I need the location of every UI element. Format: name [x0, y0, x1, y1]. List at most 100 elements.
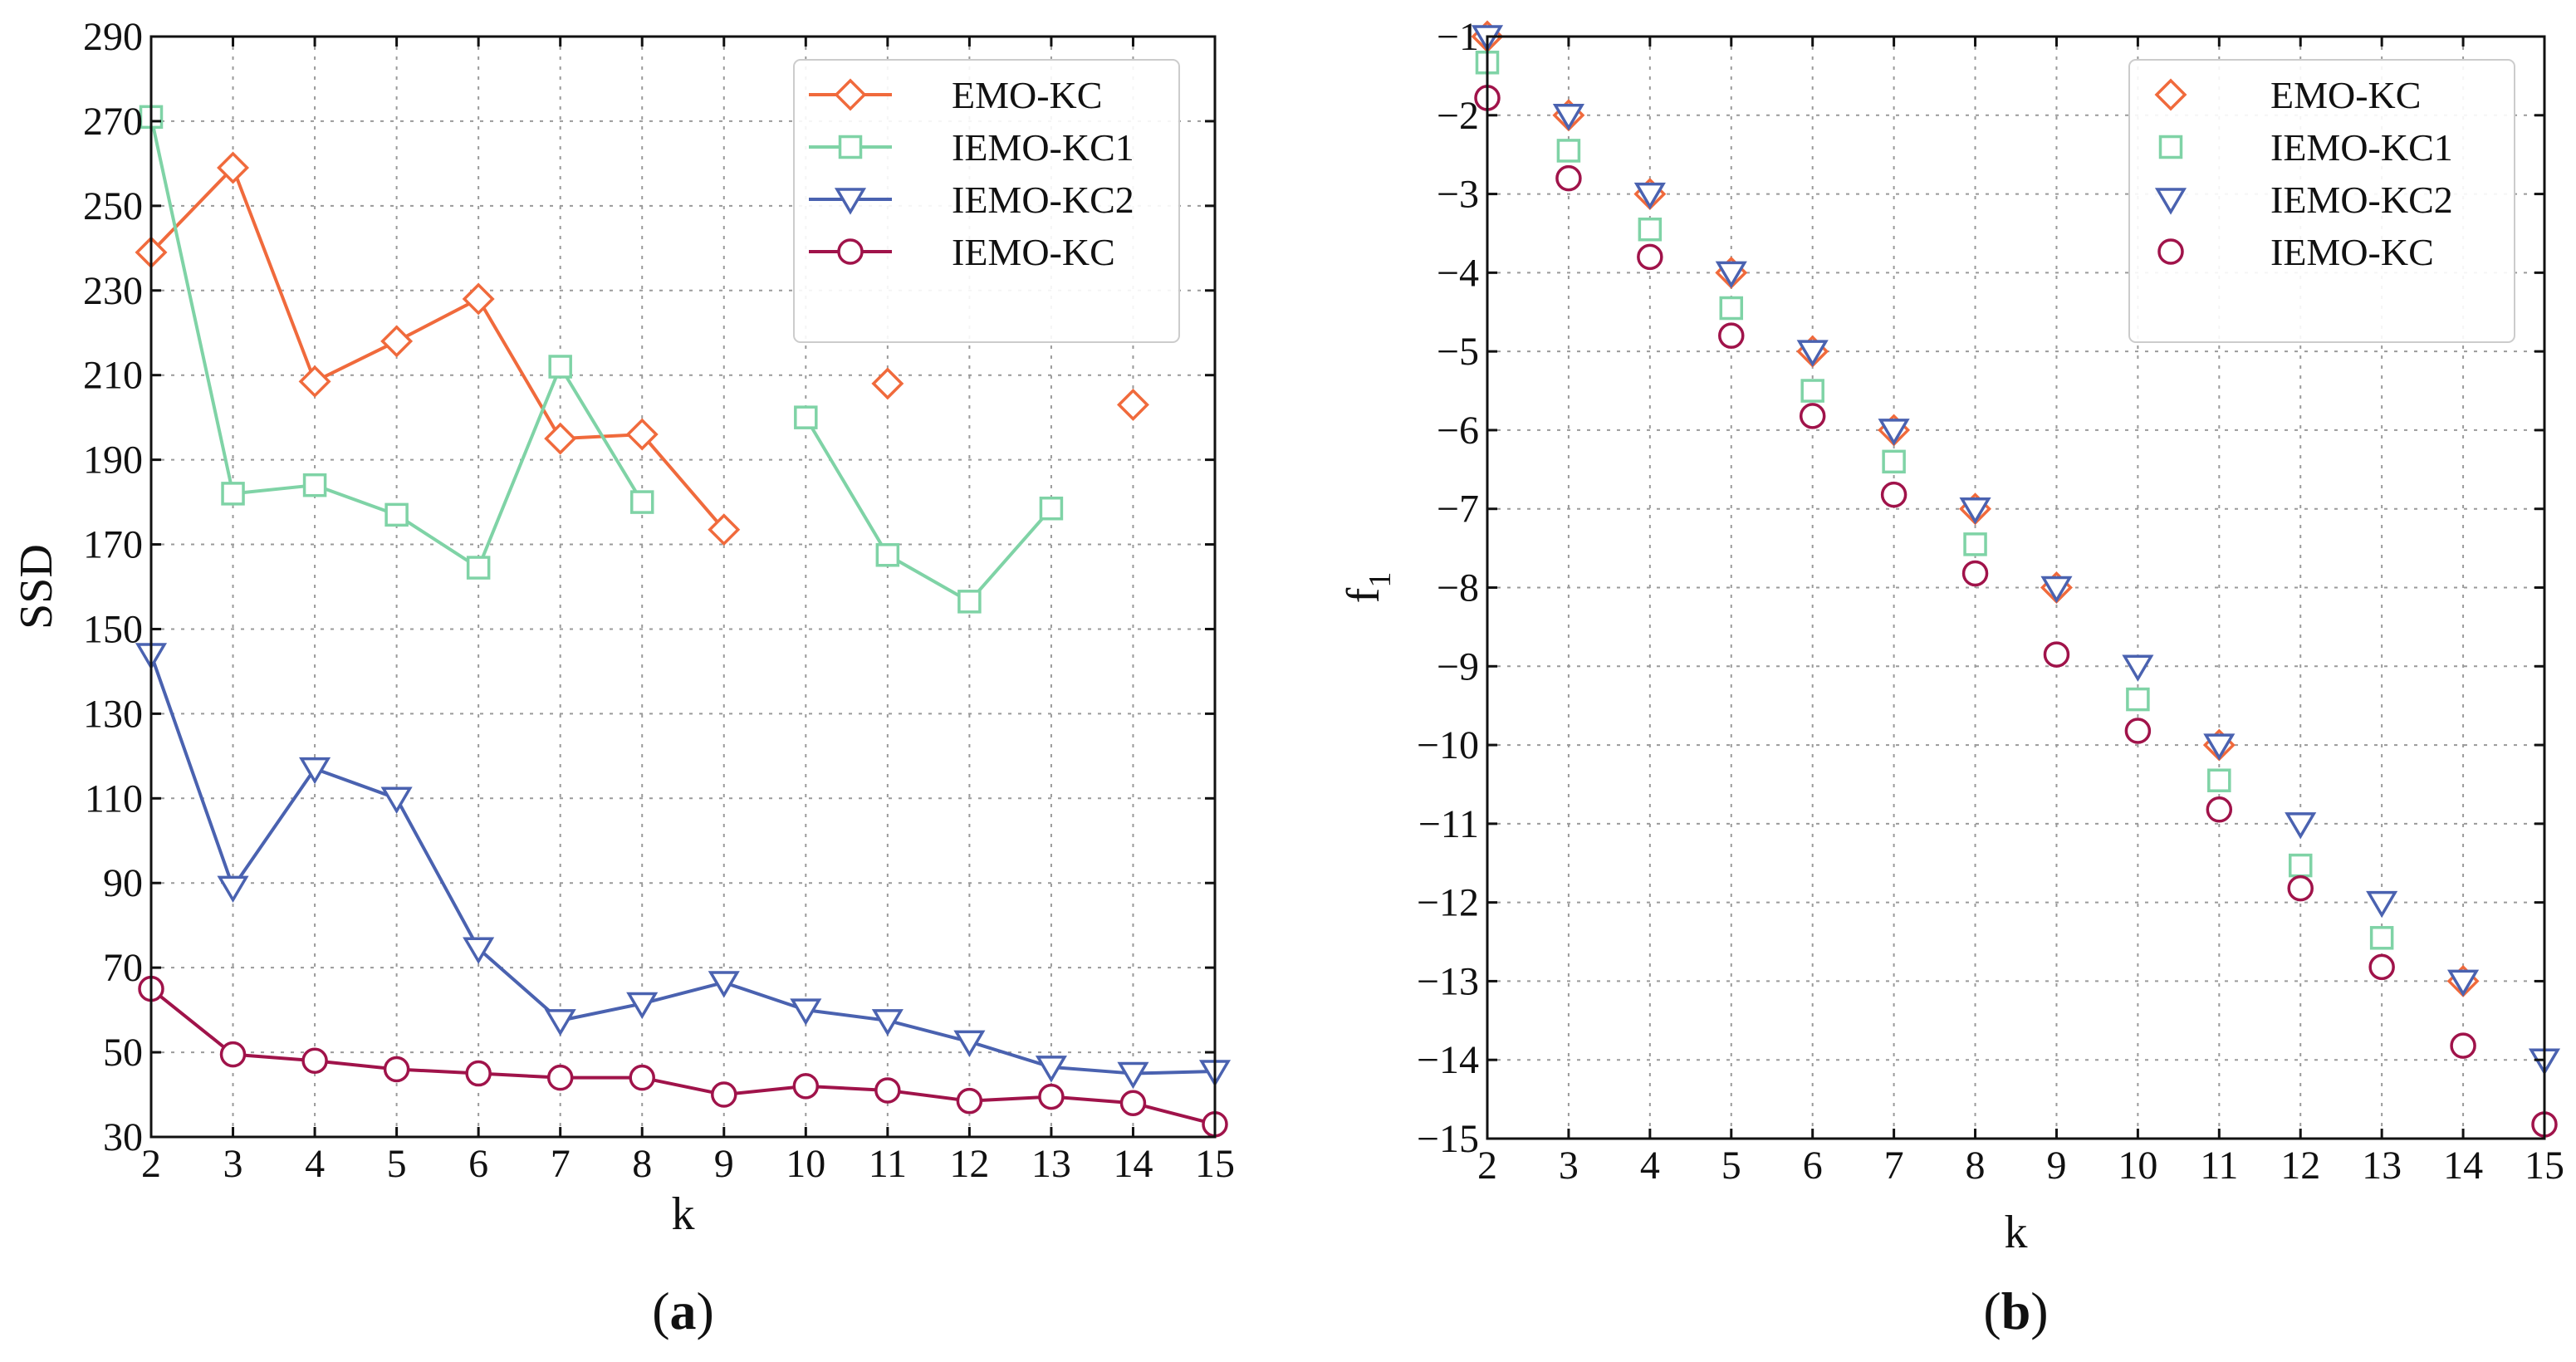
y-tick-label: −1: [1437, 15, 1479, 59]
y-tick-label: 210: [83, 354, 143, 398]
x-tick-label: 11: [869, 1142, 907, 1186]
data-point: [2122, 654, 2154, 682]
x-tick-label: 13: [1031, 1142, 1071, 1186]
data-point: [1116, 388, 1149, 421]
y-tick-label: 130: [83, 692, 143, 736]
x-tick-label: 3: [223, 1142, 243, 1186]
data-point: [2450, 1032, 2476, 1059]
x-tick-label: 5: [387, 1142, 407, 1186]
data-point: [219, 1041, 247, 1068]
y-tick-label: −5: [1437, 330, 1479, 374]
panel-b-xlabel: k: [2005, 1207, 2028, 1258]
x-tick-label: 10: [786, 1142, 825, 1186]
data-point: [1119, 1090, 1147, 1116]
panel-a-frame: [149, 35, 1217, 1139]
x-tick-label: 6: [468, 1142, 488, 1186]
data-point: [1039, 496, 1064, 521]
data-point: [2126, 687, 2150, 712]
y-tick-label: 230: [83, 269, 143, 313]
series-iemo-kc2: [1471, 25, 2561, 1075]
data-point: [1555, 164, 1582, 192]
y-tick-label: −10: [1417, 723, 1479, 767]
data-point: [2369, 926, 2394, 950]
data-point: [380, 325, 414, 358]
data-point: [1718, 322, 1745, 349]
data-point: [544, 1009, 576, 1036]
legend-entry: EMO-KC: [809, 74, 1102, 116]
x-tick-label: 8: [1966, 1144, 1986, 1188]
data-point: [1799, 403, 1826, 429]
x-tick-label: 2: [1477, 1144, 1497, 1188]
data-point: [2287, 875, 2314, 902]
data-point: [299, 757, 331, 785]
legend-marker: [837, 238, 864, 265]
legend-box: [2128, 59, 2515, 343]
data-point: [629, 490, 654, 514]
data-point: [1556, 139, 1581, 163]
legend-marker: [838, 135, 863, 159]
data-point: [2040, 576, 2073, 604]
data-point: [217, 875, 249, 903]
x-tick-label: 15: [2525, 1144, 2564, 1188]
data-point: [792, 1073, 820, 1100]
y-tick-label: 250: [83, 184, 143, 228]
data-point: [1800, 379, 1824, 403]
data-point: [1963, 532, 1987, 556]
legend-label: EMO-KC: [2270, 74, 2421, 116]
x-tick-label: 7: [1884, 1144, 1904, 1188]
data-point: [2203, 733, 2236, 761]
x-tick-label: 13: [2362, 1144, 2402, 1188]
x-tick-label: 7: [551, 1142, 571, 1186]
data-point: [629, 1064, 655, 1091]
data-point: [463, 937, 495, 964]
data-point: [465, 1060, 492, 1087]
x-tick-label: 2: [141, 1142, 161, 1186]
y-tick-label: −4: [1437, 251, 1479, 295]
y-tick-label: −9: [1437, 644, 1479, 688]
panel-a: 2 3 4 5 6 7 8 9 10 11 12 13 14 15 30 50 70 90 110 130 150 170…: [11, 15, 1235, 1340]
legend-label: IEMO-KC2: [952, 179, 1134, 221]
data-point: [2285, 812, 2317, 840]
data-point: [711, 1081, 737, 1108]
legend-entry: IEMO-KC1: [809, 126, 1134, 169]
series-iemo-kc: [1474, 85, 2558, 1138]
panel-b-ylabel-main: f: [1338, 587, 1389, 603]
panel-b-legend: EMO-KC IEMO-KC1 IEMO-KC2 IEMO-KC: [2128, 59, 2515, 343]
y-tick-label: 50: [103, 1031, 143, 1075]
data-point: [1878, 419, 1910, 446]
legend-entry: IEMO-KC: [2157, 231, 2434, 273]
legend-marker: [2158, 135, 2183, 159]
y-tick-label: 150: [83, 607, 143, 651]
legend-entry: IEMO-KC: [809, 231, 1115, 273]
legend-label: IEMO-KC2: [2270, 179, 2453, 221]
x-tick-label: 4: [1640, 1144, 1660, 1188]
y-tick-label: −11: [1418, 802, 1479, 846]
y-tick-label: −12: [1417, 881, 1479, 925]
y-tick-label: −2: [1437, 94, 1479, 138]
y-tick-label: −13: [1417, 959, 1479, 1003]
legend-label: IEMO-KC: [952, 231, 1115, 273]
data-point: [380, 786, 413, 814]
x-tick-label: 8: [632, 1142, 652, 1186]
data-point: [1038, 1083, 1065, 1110]
panel-a-ylabel: SSD: [11, 544, 62, 630]
data-point: [957, 590, 982, 614]
data-point: [874, 1077, 901, 1104]
y-tick-label: −6: [1437, 409, 1479, 453]
data-point: [871, 367, 904, 400]
legend-entry: EMO-KC: [2154, 74, 2421, 116]
data-point: [298, 365, 331, 398]
data-point: [1552, 104, 1584, 131]
series-line: [149, 165, 726, 532]
legend-marker: [834, 78, 867, 111]
data-point: [953, 1030, 986, 1057]
data-point: [217, 151, 250, 184]
x-tick-label: 9: [714, 1142, 734, 1186]
x-tick-label: 14: [2443, 1144, 2483, 1188]
legend-label: IEMO-KC1: [952, 126, 1134, 169]
data-point: [1882, 449, 1906, 474]
panel-a-letter: a: [670, 1281, 697, 1340]
data-point: [462, 282, 495, 316]
x-tick-label: 10: [2118, 1144, 2157, 1188]
